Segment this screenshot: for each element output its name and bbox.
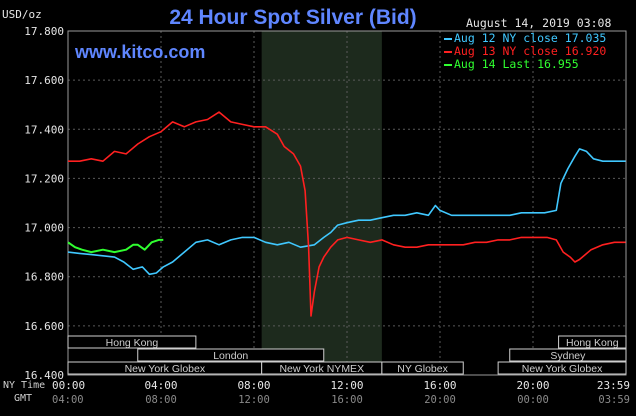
x-tick-label-ny: 08:00 [237, 379, 270, 392]
session-bar [509, 348, 627, 362]
y-tick-label: 16.800 [24, 271, 64, 284]
session-bar [381, 361, 464, 375]
x-tick-label-ny: 12:00 [330, 379, 363, 392]
y-tick-label: 17.800 [24, 25, 64, 38]
x-tick-label-gmt: 04:00 [52, 394, 84, 406]
legend-item-aug13: Aug 13 NY close 16.920 [444, 44, 606, 58]
chart-date: August 14, 2019 03:08 [466, 16, 612, 30]
session-label: London [213, 350, 248, 362]
session-label: Hong Kong [106, 337, 159, 349]
x-tick-label-ny: 16:00 [423, 379, 456, 392]
y-tick-label: 16.400 [24, 369, 64, 382]
legend-label: Aug 12 NY close 17.035 [454, 31, 607, 45]
ny-time-label: NY Time [3, 380, 46, 391]
chart-title: 24 Hour Spot Silver (Bid) [169, 6, 417, 29]
nymex-shade-rect [261, 31, 382, 375]
x-tick-label-gmt: 00:00 [517, 394, 549, 406]
session-label: New York Globex [522, 363, 603, 375]
y-axis-ticks: 17.800 17.600 17.400 17.200 17.000 16.800 16.6… [24, 25, 64, 382]
x-tick-label-gmt: 12:00 [238, 394, 270, 406]
y-axis-unit: USD/oz [2, 8, 42, 21]
y-tick-label: 17.200 [24, 172, 64, 185]
legend-swatch [444, 37, 452, 40]
legend-label: Aug 13 NY close 16.920 [454, 44, 607, 58]
session-label: Sydney [550, 350, 586, 362]
session-label: Hong Kong [566, 337, 619, 349]
x-tick-label-gmt: 20:00 [424, 394, 456, 406]
site-watermark: www.kitco.com [75, 42, 206, 62]
gmt-label: GMT [14, 393, 33, 404]
session-bar [558, 335, 627, 349]
legend-label: Aug 14 Last 16.955 [454, 57, 579, 71]
x-tick-label-gmt: 03:59 [598, 394, 630, 406]
legend-swatch [444, 50, 452, 53]
x-tick-label-gmt: 08:00 [145, 394, 177, 406]
session-bar [137, 348, 325, 362]
x-tick-label-ny: 20:00 [516, 379, 549, 392]
session-label: NY Globex [397, 363, 448, 375]
y-tick-label: 16.600 [24, 320, 64, 333]
plot-frame [67, 30, 627, 376]
session-label: New York NYMEX [279, 363, 364, 375]
x-tick-label-ny: 04:00 [144, 379, 177, 392]
plot-border [67, 30, 627, 376]
series-line-2 [67, 238, 164, 254]
session-bar [497, 361, 627, 375]
x-tick-label-ny: 23:59 [597, 379, 630, 392]
series-line-1 [68, 111, 626, 317]
y-tick-label: 17.000 [24, 222, 64, 235]
x-tick-label-ny: 00:00 [52, 379, 85, 392]
price-series [67, 111, 626, 317]
legend-item-aug14: Aug 14 Last 16.955 [444, 57, 579, 71]
y-tick-label: 17.400 [24, 123, 64, 136]
session-label: New York Globex [125, 363, 206, 375]
legend-item-aug12: Aug 12 NY close 17.035 [444, 31, 606, 45]
session-bar [67, 335, 197, 349]
x-tick-label-gmt: 16:00 [331, 394, 363, 406]
nymex-shaded-region [261, 31, 382, 375]
series-line-0 [67, 148, 626, 276]
y-tick-label: 17.600 [24, 74, 64, 87]
x-axis-ticks: 00:00 04:00 04:00 08:00 08:00 12:00 12:00 16:00… [52, 379, 630, 406]
legend-swatch [444, 63, 452, 66]
